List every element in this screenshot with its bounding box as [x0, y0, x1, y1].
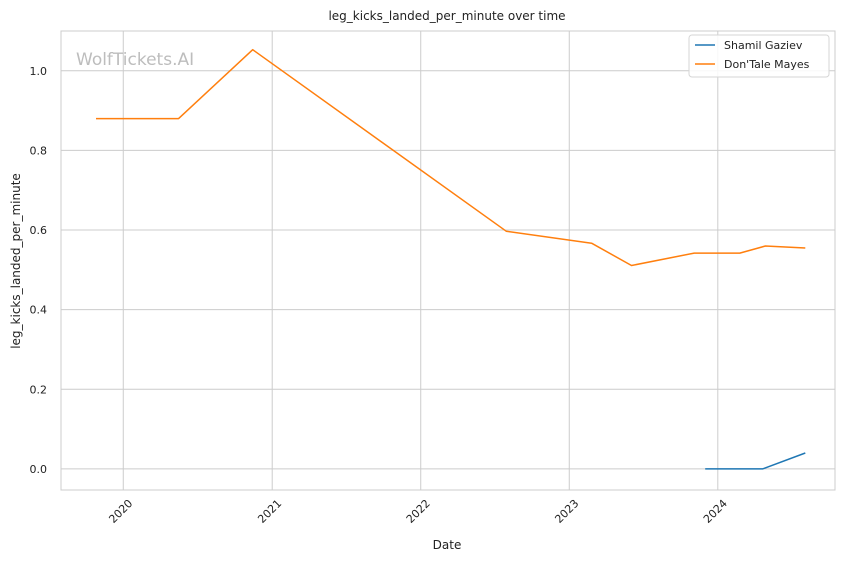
plot-frame: [60, 30, 836, 491]
chart-title: leg_kicks_landed_per_minute over time: [328, 9, 565, 23]
x-axis-title: Date: [433, 538, 462, 552]
y-tick-label: 0.2: [30, 383, 48, 396]
legend-label-don-tale-mayes: Don'Tale Mayes: [724, 58, 810, 71]
legend-label-shamil-gaziev: Shamil Gaziev: [724, 39, 803, 52]
y-tick-label: 0.4: [30, 304, 48, 317]
series-line-don-tale-mayes: [96, 48, 806, 267]
legend: Shamil Gaziev Don'Tale Mayes: [688, 34, 830, 78]
y-tick-label: 0.8: [30, 144, 48, 157]
y-tick-label: 0.6: [30, 224, 48, 237]
series-line-shamil-gaziev: [705, 452, 806, 470]
y-tick-label: 0.0: [30, 463, 48, 476]
series-layer: [96, 48, 806, 470]
legend-box: [688, 34, 830, 78]
y-axis-title: leg_kicks_landed_per_minute: [9, 173, 23, 349]
y-axis-ticks: 0.0 0.2 0.4 0.6 0.8 1.0: [30, 65, 48, 476]
y-tick-label: 1.0: [30, 65, 48, 78]
watermark-text: WolfTickets.AI: [76, 50, 194, 70]
